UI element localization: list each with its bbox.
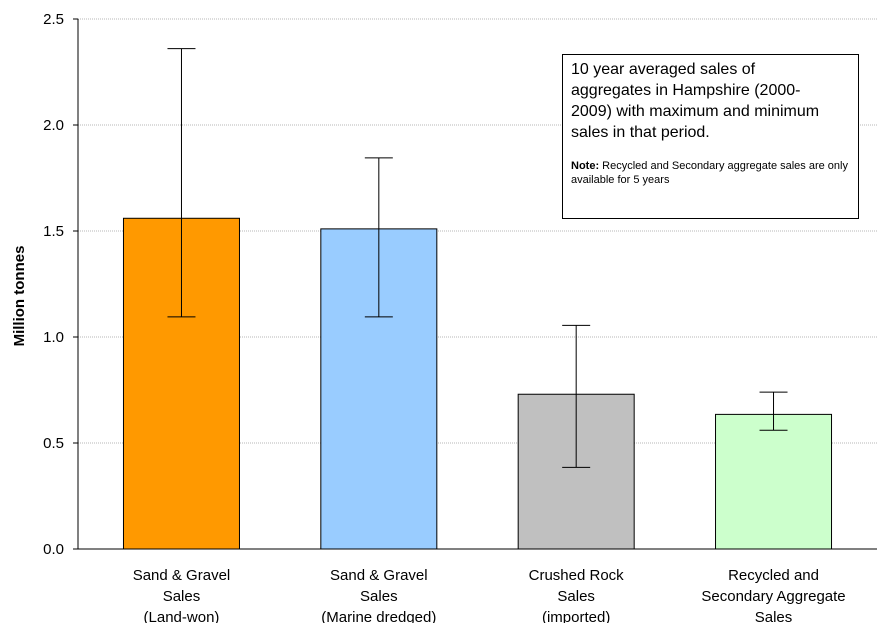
axes (73, 18, 877, 550)
y-tick-label: 2.0 (43, 117, 64, 134)
annotation-box: 10 year averaged sales of aggregates in … (562, 54, 859, 219)
category-label: Crushed Rock (529, 567, 625, 584)
category-label: Sales (557, 588, 595, 605)
category-label: Sales (755, 609, 793, 623)
y-tick-label: 0.5 (43, 435, 64, 452)
note-text: Recycled and Secondary aggregate sales a… (571, 160, 848, 186)
bars (122, 217, 833, 550)
category-label: Sand & Gravel (133, 567, 231, 584)
bar (715, 413, 833, 550)
y-tick-label: 0.0 (43, 541, 64, 558)
category-label: (Marine dredged) (321, 609, 436, 623)
category-label: Recycled and (728, 567, 819, 584)
error-bars (167, 48, 788, 468)
note-label: Note: (571, 160, 600, 172)
y-axis-label: Million tonnes (11, 246, 28, 347)
annotation-title-line: 10 year averaged sales of (571, 61, 756, 78)
y-tick-labels: 0.0 0.5 1.0 1.5 2.0 2.5 (43, 11, 64, 558)
annotation-note: Note: Recycled and Secondary aggregate s… (571, 159, 850, 187)
y-tick-label: 2.5 (43, 11, 64, 28)
annotation-title-line: sales in that period. (571, 124, 710, 141)
category-label: Sales (360, 588, 398, 605)
y-tick-label: 1.0 (43, 329, 64, 346)
category-label: Secondary Aggregate (701, 588, 845, 605)
category-labels: Sand & Gravel Sales (Land-won) Sand & Grave… (133, 567, 846, 623)
category-label: (imported) (542, 609, 610, 623)
y-tick-label: 1.5 (43, 223, 64, 240)
category-label: (Land-won) (144, 609, 220, 623)
annotation-title-line: aggregates in Hampshire (2000- (571, 82, 801, 99)
category-label: Sand & Gravel (330, 567, 428, 584)
annotation-title: 10 year averaged sales of aggregates in … (571, 59, 850, 143)
annotation-title-line: 2009) with maximum and minimum (571, 103, 820, 120)
category-label: Sales (163, 588, 201, 605)
